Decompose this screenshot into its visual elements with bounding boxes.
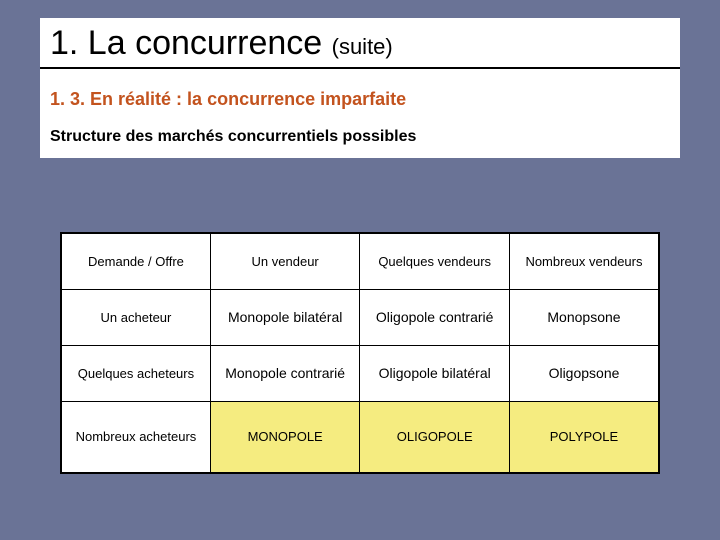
table-cell: Monopole bilatéral: [210, 289, 360, 345]
title-main: 1. La concurrence: [50, 24, 332, 62]
market-structure-table: Demande / Offre Un vendeur Quelques vend…: [60, 232, 660, 474]
slide-title: 1. La concurrence (suite): [40, 18, 680, 69]
subhead: Structure des marchés concurrentiels pos…: [40, 110, 680, 146]
content-box: 1. La concurrence (suite) 1. 3. En réali…: [40, 18, 680, 158]
table-cell: Monopsone: [509, 289, 659, 345]
row-head: Quelques acheteurs: [61, 345, 210, 401]
table-header-cell: Demande / Offre: [61, 233, 210, 289]
table-cell: Oligopsone: [509, 345, 659, 401]
table-header-cell: Un vendeur: [210, 233, 360, 289]
table-cell: Oligopole contrarié: [360, 289, 510, 345]
row-head: Un acheteur: [61, 289, 210, 345]
slide: 1. La concurrence (suite) 1. 3. En réali…: [0, 0, 720, 540]
table-cell-polypole: POLYPOLE: [509, 401, 659, 473]
table-row: Quelques acheteurs Monopole contrarié Ol…: [61, 345, 659, 401]
table-cell: Monopole contrarié: [210, 345, 360, 401]
table-header-cell: Quelques vendeurs: [360, 233, 510, 289]
table-cell-monopole: MONOPOLE: [210, 401, 360, 473]
subtitle: 1. 3. En réalité : la concurrence imparf…: [40, 69, 680, 110]
table-header-cell: Nombreux vendeurs: [509, 233, 659, 289]
table-header-row: Demande / Offre Un vendeur Quelques vend…: [61, 233, 659, 289]
table-cell: Oligopole bilatéral: [360, 345, 510, 401]
table-cell-oligopole: OLIGOPOLE: [360, 401, 510, 473]
title-suite: (suite): [332, 34, 393, 59]
table-row: Un acheteur Monopole bilatéral Oligopole…: [61, 289, 659, 345]
table-row-highlight: Nombreux acheteurs MONOPOLE OLIGOPOLE PO…: [61, 401, 659, 473]
row-head: Nombreux acheteurs: [61, 401, 210, 473]
